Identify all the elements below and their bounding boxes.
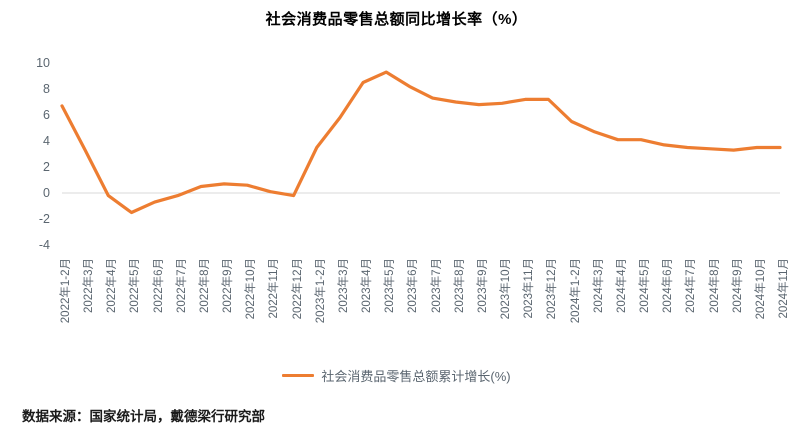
x-axis-tick-label: 2024年10月 <box>754 258 767 320</box>
x-axis-tick-label: 2024年5月 <box>639 258 652 313</box>
y-axis-tick-label: 6 <box>43 108 50 122</box>
x-axis-tick-label: 2024年9月 <box>731 258 744 313</box>
y-axis-tick-label: -2 <box>38 212 50 226</box>
x-axis-tick-label: 2022年4月 <box>106 258 119 313</box>
x-axis-tick-label: 2023年4月 <box>361 258 374 313</box>
x-axis-tick-label: 2023年9月 <box>476 258 489 313</box>
x-axis-tick-label: 2022年12月 <box>291 258 304 320</box>
x-axis-tick-label: 2023年8月 <box>453 258 466 313</box>
x-axis-tick-label: 2023年7月 <box>430 258 443 313</box>
y-axis-tick-label: 4 <box>43 134 50 148</box>
y-axis-tick-label: 2 <box>43 160 50 174</box>
y-axis-tick-label: 10 <box>36 56 50 70</box>
x-axis-tick-label: 2022年6月 <box>152 258 165 313</box>
x-axis-tick-label: 2024年4月 <box>615 258 628 313</box>
x-axis-tick-label: 2023年12月 <box>546 258 559 320</box>
x-axis-tick-label: 2024年1-2月 <box>569 258 582 324</box>
plot-area <box>60 50 782 258</box>
x-axis-tick-label: 2022年11月 <box>268 258 281 319</box>
x-axis-tick-label: 2024年8月 <box>708 258 721 313</box>
x-axis-tick-label: 2022年5月 <box>129 258 142 313</box>
x-axis-tick-label: 2023年3月 <box>337 258 350 313</box>
x-axis-tick-label: 2022年7月 <box>175 258 188 313</box>
x-axis-tick-label: 2022年1-2月 <box>60 258 72 324</box>
series-line-retail-sales <box>60 70 782 215</box>
x-axis-tick-label: 2023年6月 <box>407 258 420 313</box>
y-axis: 10 8 6 4 2 0 -2 -4 <box>0 50 56 258</box>
x-axis-tick-label: 2024年7月 <box>685 258 698 313</box>
x-axis-tick-label: 2024年6月 <box>662 258 675 313</box>
x-axis-tick-label: 2024年3月 <box>592 258 605 313</box>
x-axis-tick-label: 2024年11月 <box>778 258 790 319</box>
x-axis-tick-label: 2023年5月 <box>384 258 397 313</box>
chart-legend: 社会消费品零售总额累计增长(%) <box>0 366 793 385</box>
x-axis-tick-label: 2022年10月 <box>245 258 258 320</box>
source-note: 数据来源：国家统计局，戴德梁行研究部 <box>22 409 265 424</box>
y-axis-tick-label: 8 <box>43 82 50 96</box>
y-axis-tick-label: -4 <box>38 238 50 252</box>
y-axis-tick-label: 0 <box>43 186 50 200</box>
chart-title: 社会消费品零售总额同比增长率（%） <box>265 11 528 28</box>
x-axis-tick-label: 2023年1-2月 <box>314 258 327 324</box>
x-axis-tick-label: 2023年11月 <box>523 258 536 319</box>
x-axis-tick-label: 2022年9月 <box>222 258 235 313</box>
x-axis-tick-label: 2022年8月 <box>198 258 211 313</box>
legend-series-label: 社会消费品零售总额累计增长(%) <box>321 369 511 384</box>
x-axis: 2022年1-2月 2022年3月 2022年4月 2022年5月 2022年6月 202… <box>60 258 790 348</box>
x-axis-tick-label: 2022年3月 <box>83 258 96 313</box>
line-chart-plot <box>60 70 782 215</box>
x-axis-tick-label: 2023年10月 <box>500 258 513 320</box>
legend-color-swatch <box>282 374 315 377</box>
